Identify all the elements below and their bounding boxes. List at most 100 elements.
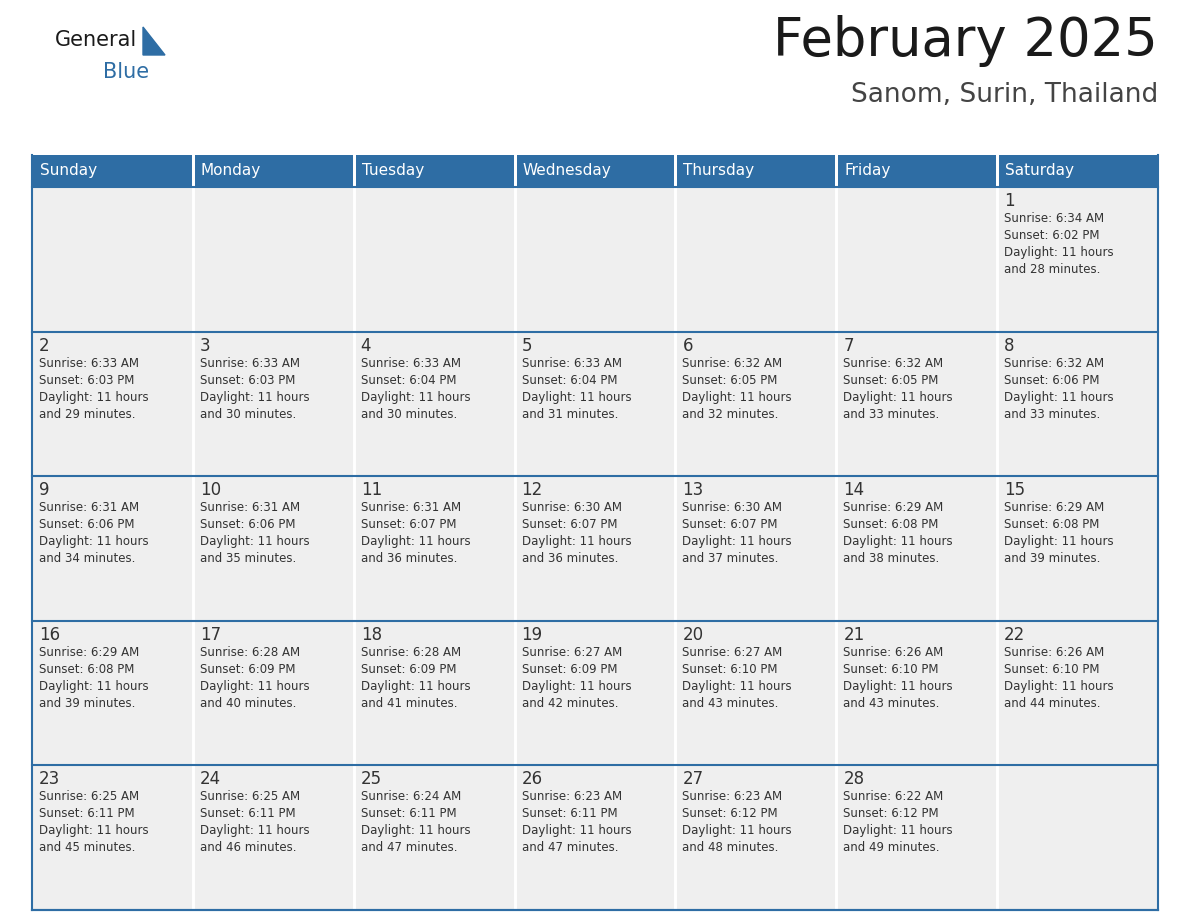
Text: 11: 11: [361, 481, 383, 499]
Text: 25: 25: [361, 770, 381, 789]
Text: 21: 21: [843, 626, 865, 644]
Text: Sunset: 6:08 PM: Sunset: 6:08 PM: [39, 663, 134, 676]
Text: Sunrise: 6:23 AM: Sunrise: 6:23 AM: [682, 790, 783, 803]
Text: and 43 minutes.: and 43 minutes.: [682, 697, 779, 710]
Text: and 39 minutes.: and 39 minutes.: [1004, 553, 1100, 565]
Text: 28: 28: [843, 770, 865, 789]
Text: Sunrise: 6:25 AM: Sunrise: 6:25 AM: [39, 790, 139, 803]
Text: and 42 minutes.: and 42 minutes.: [522, 697, 618, 710]
Text: Thursday: Thursday: [683, 163, 754, 178]
Text: Daylight: 11 hours: Daylight: 11 hours: [843, 824, 953, 837]
Text: Sunday: Sunday: [40, 163, 97, 178]
Text: Daylight: 11 hours: Daylight: 11 hours: [200, 824, 310, 837]
Text: Daylight: 11 hours: Daylight: 11 hours: [1004, 680, 1114, 693]
Text: Daylight: 11 hours: Daylight: 11 hours: [682, 680, 792, 693]
Bar: [836, 621, 997, 766]
Text: 4: 4: [361, 337, 371, 354]
Text: and 49 minutes.: and 49 minutes.: [843, 842, 940, 855]
Text: 22: 22: [1004, 626, 1025, 644]
Text: Daylight: 11 hours: Daylight: 11 hours: [843, 535, 953, 548]
Text: Sunset: 6:11 PM: Sunset: 6:11 PM: [39, 808, 134, 821]
Text: Daylight: 11 hours: Daylight: 11 hours: [682, 390, 792, 404]
Text: Sanom, Surin, Thailand: Sanom, Surin, Thailand: [851, 82, 1158, 108]
Text: Saturday: Saturday: [1005, 163, 1074, 178]
Text: and 35 minutes.: and 35 minutes.: [200, 553, 296, 565]
Text: Daylight: 11 hours: Daylight: 11 hours: [522, 390, 631, 404]
Bar: [354, 155, 514, 187]
Bar: [836, 155, 997, 187]
Text: Sunrise: 6:33 AM: Sunrise: 6:33 AM: [522, 356, 621, 370]
Text: Sunrise: 6:28 AM: Sunrise: 6:28 AM: [200, 645, 301, 659]
Text: Sunset: 6:07 PM: Sunset: 6:07 PM: [361, 518, 456, 532]
Bar: [676, 476, 836, 621]
Bar: [836, 331, 997, 476]
Text: Daylight: 11 hours: Daylight: 11 hours: [1004, 535, 1114, 548]
Text: Sunrise: 6:31 AM: Sunrise: 6:31 AM: [361, 501, 461, 514]
Text: Sunrise: 6:31 AM: Sunrise: 6:31 AM: [39, 501, 139, 514]
Text: and 31 minutes.: and 31 minutes.: [522, 408, 618, 420]
Bar: [192, 766, 354, 910]
Text: and 48 minutes.: and 48 minutes.: [682, 842, 779, 855]
Text: Sunrise: 6:29 AM: Sunrise: 6:29 AM: [39, 645, 139, 659]
Text: 13: 13: [682, 481, 703, 499]
Text: Sunrise: 6:25 AM: Sunrise: 6:25 AM: [200, 790, 301, 803]
Text: Tuesday: Tuesday: [361, 163, 424, 178]
Bar: [32, 187, 192, 331]
Text: 16: 16: [39, 626, 61, 644]
Text: 6: 6: [682, 337, 693, 354]
Text: and 32 minutes.: and 32 minutes.: [682, 408, 779, 420]
Text: Friday: Friday: [845, 163, 891, 178]
Bar: [32, 476, 192, 621]
Text: Sunset: 6:11 PM: Sunset: 6:11 PM: [361, 808, 456, 821]
Text: Daylight: 11 hours: Daylight: 11 hours: [361, 824, 470, 837]
Text: 18: 18: [361, 626, 381, 644]
Text: and 34 minutes.: and 34 minutes.: [39, 553, 135, 565]
Text: and 47 minutes.: and 47 minutes.: [522, 842, 618, 855]
Text: General: General: [55, 30, 138, 50]
Bar: [997, 155, 1158, 187]
Bar: [514, 155, 676, 187]
Bar: [676, 331, 836, 476]
Text: Blue: Blue: [103, 62, 150, 82]
Text: and 40 minutes.: and 40 minutes.: [200, 697, 296, 710]
Text: 24: 24: [200, 770, 221, 789]
Text: 27: 27: [682, 770, 703, 789]
Text: Sunset: 6:04 PM: Sunset: 6:04 PM: [522, 374, 617, 386]
Text: Sunset: 6:09 PM: Sunset: 6:09 PM: [200, 663, 296, 676]
Text: Daylight: 11 hours: Daylight: 11 hours: [843, 390, 953, 404]
Bar: [514, 476, 676, 621]
Bar: [997, 331, 1158, 476]
Text: Sunset: 6:08 PM: Sunset: 6:08 PM: [843, 518, 939, 532]
Text: Daylight: 11 hours: Daylight: 11 hours: [843, 680, 953, 693]
Text: 7: 7: [843, 337, 854, 354]
Polygon shape: [143, 27, 165, 55]
Text: Sunrise: 6:23 AM: Sunrise: 6:23 AM: [522, 790, 621, 803]
Text: and 28 minutes.: and 28 minutes.: [1004, 263, 1100, 276]
Text: Daylight: 11 hours: Daylight: 11 hours: [39, 390, 148, 404]
Bar: [192, 155, 354, 187]
Text: Daylight: 11 hours: Daylight: 11 hours: [39, 535, 148, 548]
Text: 9: 9: [39, 481, 50, 499]
Bar: [354, 766, 514, 910]
Text: 8: 8: [1004, 337, 1015, 354]
Text: Sunrise: 6:24 AM: Sunrise: 6:24 AM: [361, 790, 461, 803]
Text: and 43 minutes.: and 43 minutes.: [843, 697, 940, 710]
Text: 1: 1: [1004, 192, 1015, 210]
Bar: [997, 476, 1158, 621]
Bar: [32, 331, 192, 476]
Text: Sunset: 6:07 PM: Sunset: 6:07 PM: [682, 518, 778, 532]
Text: Sunset: 6:06 PM: Sunset: 6:06 PM: [1004, 374, 1100, 386]
Bar: [514, 766, 676, 910]
Text: Sunset: 6:06 PM: Sunset: 6:06 PM: [39, 518, 134, 532]
Text: and 36 minutes.: and 36 minutes.: [361, 553, 457, 565]
Text: Sunset: 6:05 PM: Sunset: 6:05 PM: [843, 374, 939, 386]
Bar: [997, 621, 1158, 766]
Bar: [836, 187, 997, 331]
Text: Sunrise: 6:26 AM: Sunrise: 6:26 AM: [1004, 645, 1105, 659]
Text: and 46 minutes.: and 46 minutes.: [200, 842, 296, 855]
Text: Sunrise: 6:29 AM: Sunrise: 6:29 AM: [843, 501, 943, 514]
Text: Sunset: 6:09 PM: Sunset: 6:09 PM: [361, 663, 456, 676]
Text: and 29 minutes.: and 29 minutes.: [39, 408, 135, 420]
Text: Sunset: 6:10 PM: Sunset: 6:10 PM: [843, 663, 939, 676]
Text: Sunrise: 6:33 AM: Sunrise: 6:33 AM: [200, 356, 299, 370]
